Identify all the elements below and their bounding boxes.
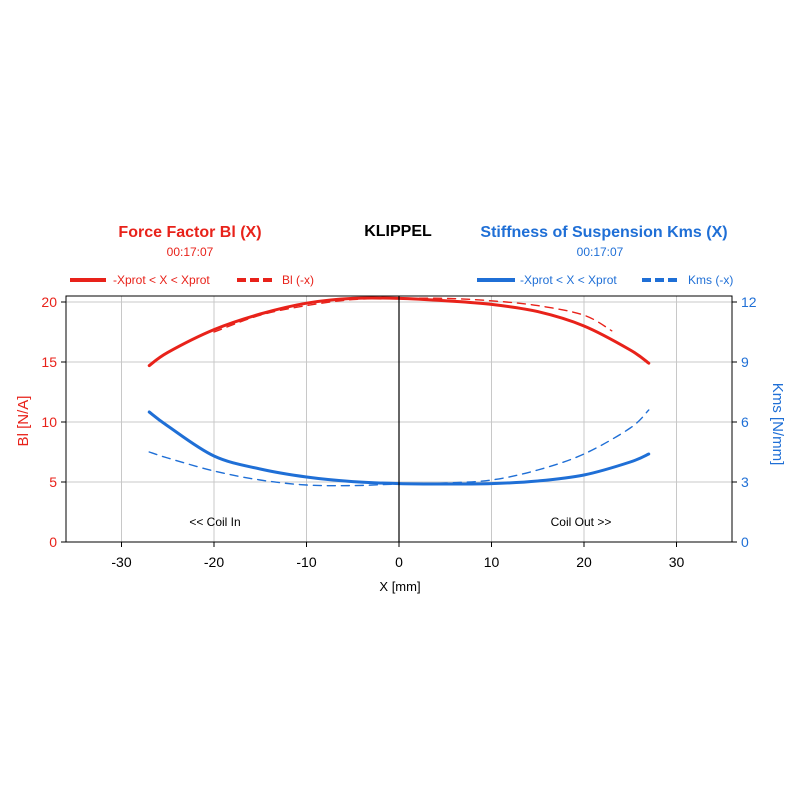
y-left-tick-label: 5 [49, 474, 57, 490]
brand-label: KLIPPEL [364, 223, 432, 240]
y-left-tick-label: 20 [41, 294, 57, 310]
x-tick-label: 20 [576, 554, 592, 570]
legend-kms-dashed-label: Kms (-x) [688, 273, 733, 287]
y-right-tick-label: 6 [741, 414, 749, 430]
y-axis-right-label: Kms [N/mm] [769, 383, 786, 466]
x-tick-label: -30 [111, 554, 131, 570]
legend-left: -Xprot < X < Xprot Bl (-x) [70, 273, 314, 287]
axes: -30 -20 -10 0 10 20 30 0 5 10 15 20 0 3 6 9 12 [41, 294, 756, 570]
left-title: Force Factor Bl (X) [118, 224, 261, 241]
y-right-tick-label: 0 [741, 534, 749, 550]
legend-bl-solid-label: -Xprot < X < Xprot [113, 273, 210, 287]
series-line-bl-dashed [213, 297, 613, 333]
legend-bl-dashed-label: Bl (-x) [282, 273, 314, 287]
x-tick-label: 10 [484, 554, 500, 570]
annotation-coil-in: << Coil In [189, 515, 240, 529]
y-left-tick-label: 0 [49, 534, 57, 550]
x-tick-label: -20 [204, 554, 224, 570]
legend-kms-solid-label: -Xprot < X < Xprot [520, 273, 617, 287]
left-timestamp: 00:17:07 [167, 245, 214, 259]
y-left-tick-label: 10 [41, 414, 57, 430]
y-right-tick-label: 12 [741, 294, 757, 310]
x-axis-label: X [mm] [379, 579, 420, 594]
y-left-tick-label: 15 [41, 354, 57, 370]
x-tick-label: 30 [669, 554, 685, 570]
y-right-tick-label: 3 [741, 474, 749, 490]
annotation-coil-out: Coil Out >> [551, 515, 612, 529]
y-right-tick-label: 9 [741, 354, 749, 370]
legend-right: -Xprot < X < Xprot Kms (-x) [477, 273, 733, 287]
x-tick-label: -10 [296, 554, 316, 570]
right-title: Stiffness of Suspension Kms (X) [480, 224, 727, 241]
x-tick-label: 0 [395, 554, 403, 570]
y-axis-left-label: Bl [N/A] [15, 396, 32, 447]
right-timestamp: 00:17:07 [577, 245, 624, 259]
